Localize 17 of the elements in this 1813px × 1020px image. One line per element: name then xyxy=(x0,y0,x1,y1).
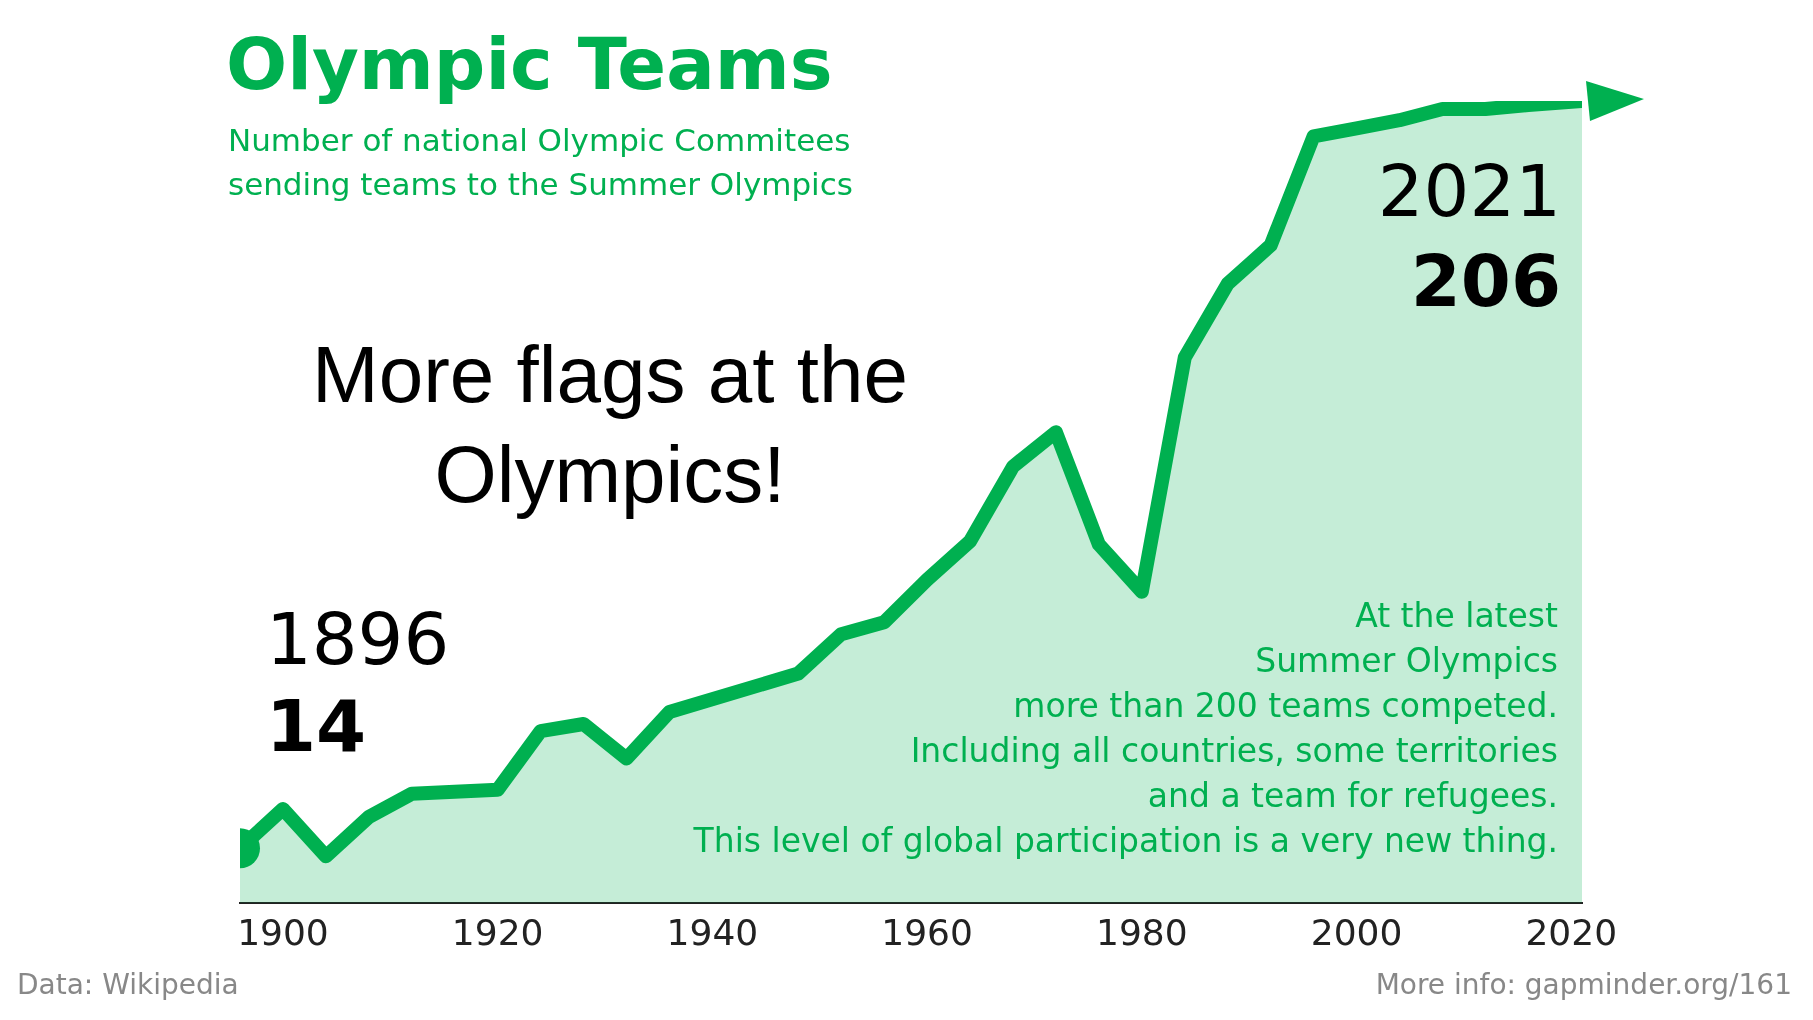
chart-title: Olympic Teams xyxy=(226,22,833,106)
x-tick-label: 1980 xyxy=(1096,911,1188,953)
x-tick-label: 1960 xyxy=(881,911,973,953)
annotation: 14 xyxy=(266,684,367,768)
annotation: More flags at the Olympics! xyxy=(311,329,909,521)
x-tick-label: 2020 xyxy=(1525,911,1618,953)
annotation: 2021 xyxy=(1377,149,1561,233)
x-tick-label: 2000 xyxy=(1310,911,1403,953)
text: Number of national Olympic Commitees sending teams to the Summer Olympics xyxy=(228,121,853,204)
annotation: 1896 xyxy=(266,597,450,681)
text: Data: Wikipedia xyxy=(17,968,239,1001)
x-tick-label: 1920 xyxy=(451,911,544,953)
x-tick-label: 1900 xyxy=(237,911,329,953)
text: More info: gapminder.org/161 xyxy=(1375,968,1792,1001)
x-tick-label: 1940 xyxy=(666,911,759,953)
annotation: At the latest Summer Olympics more than 200 teams competed. Including all countries, some territories and a team for refugees. This level of global participation is a very new thing. xyxy=(693,595,1558,862)
annotation: 206 xyxy=(1410,239,1561,323)
